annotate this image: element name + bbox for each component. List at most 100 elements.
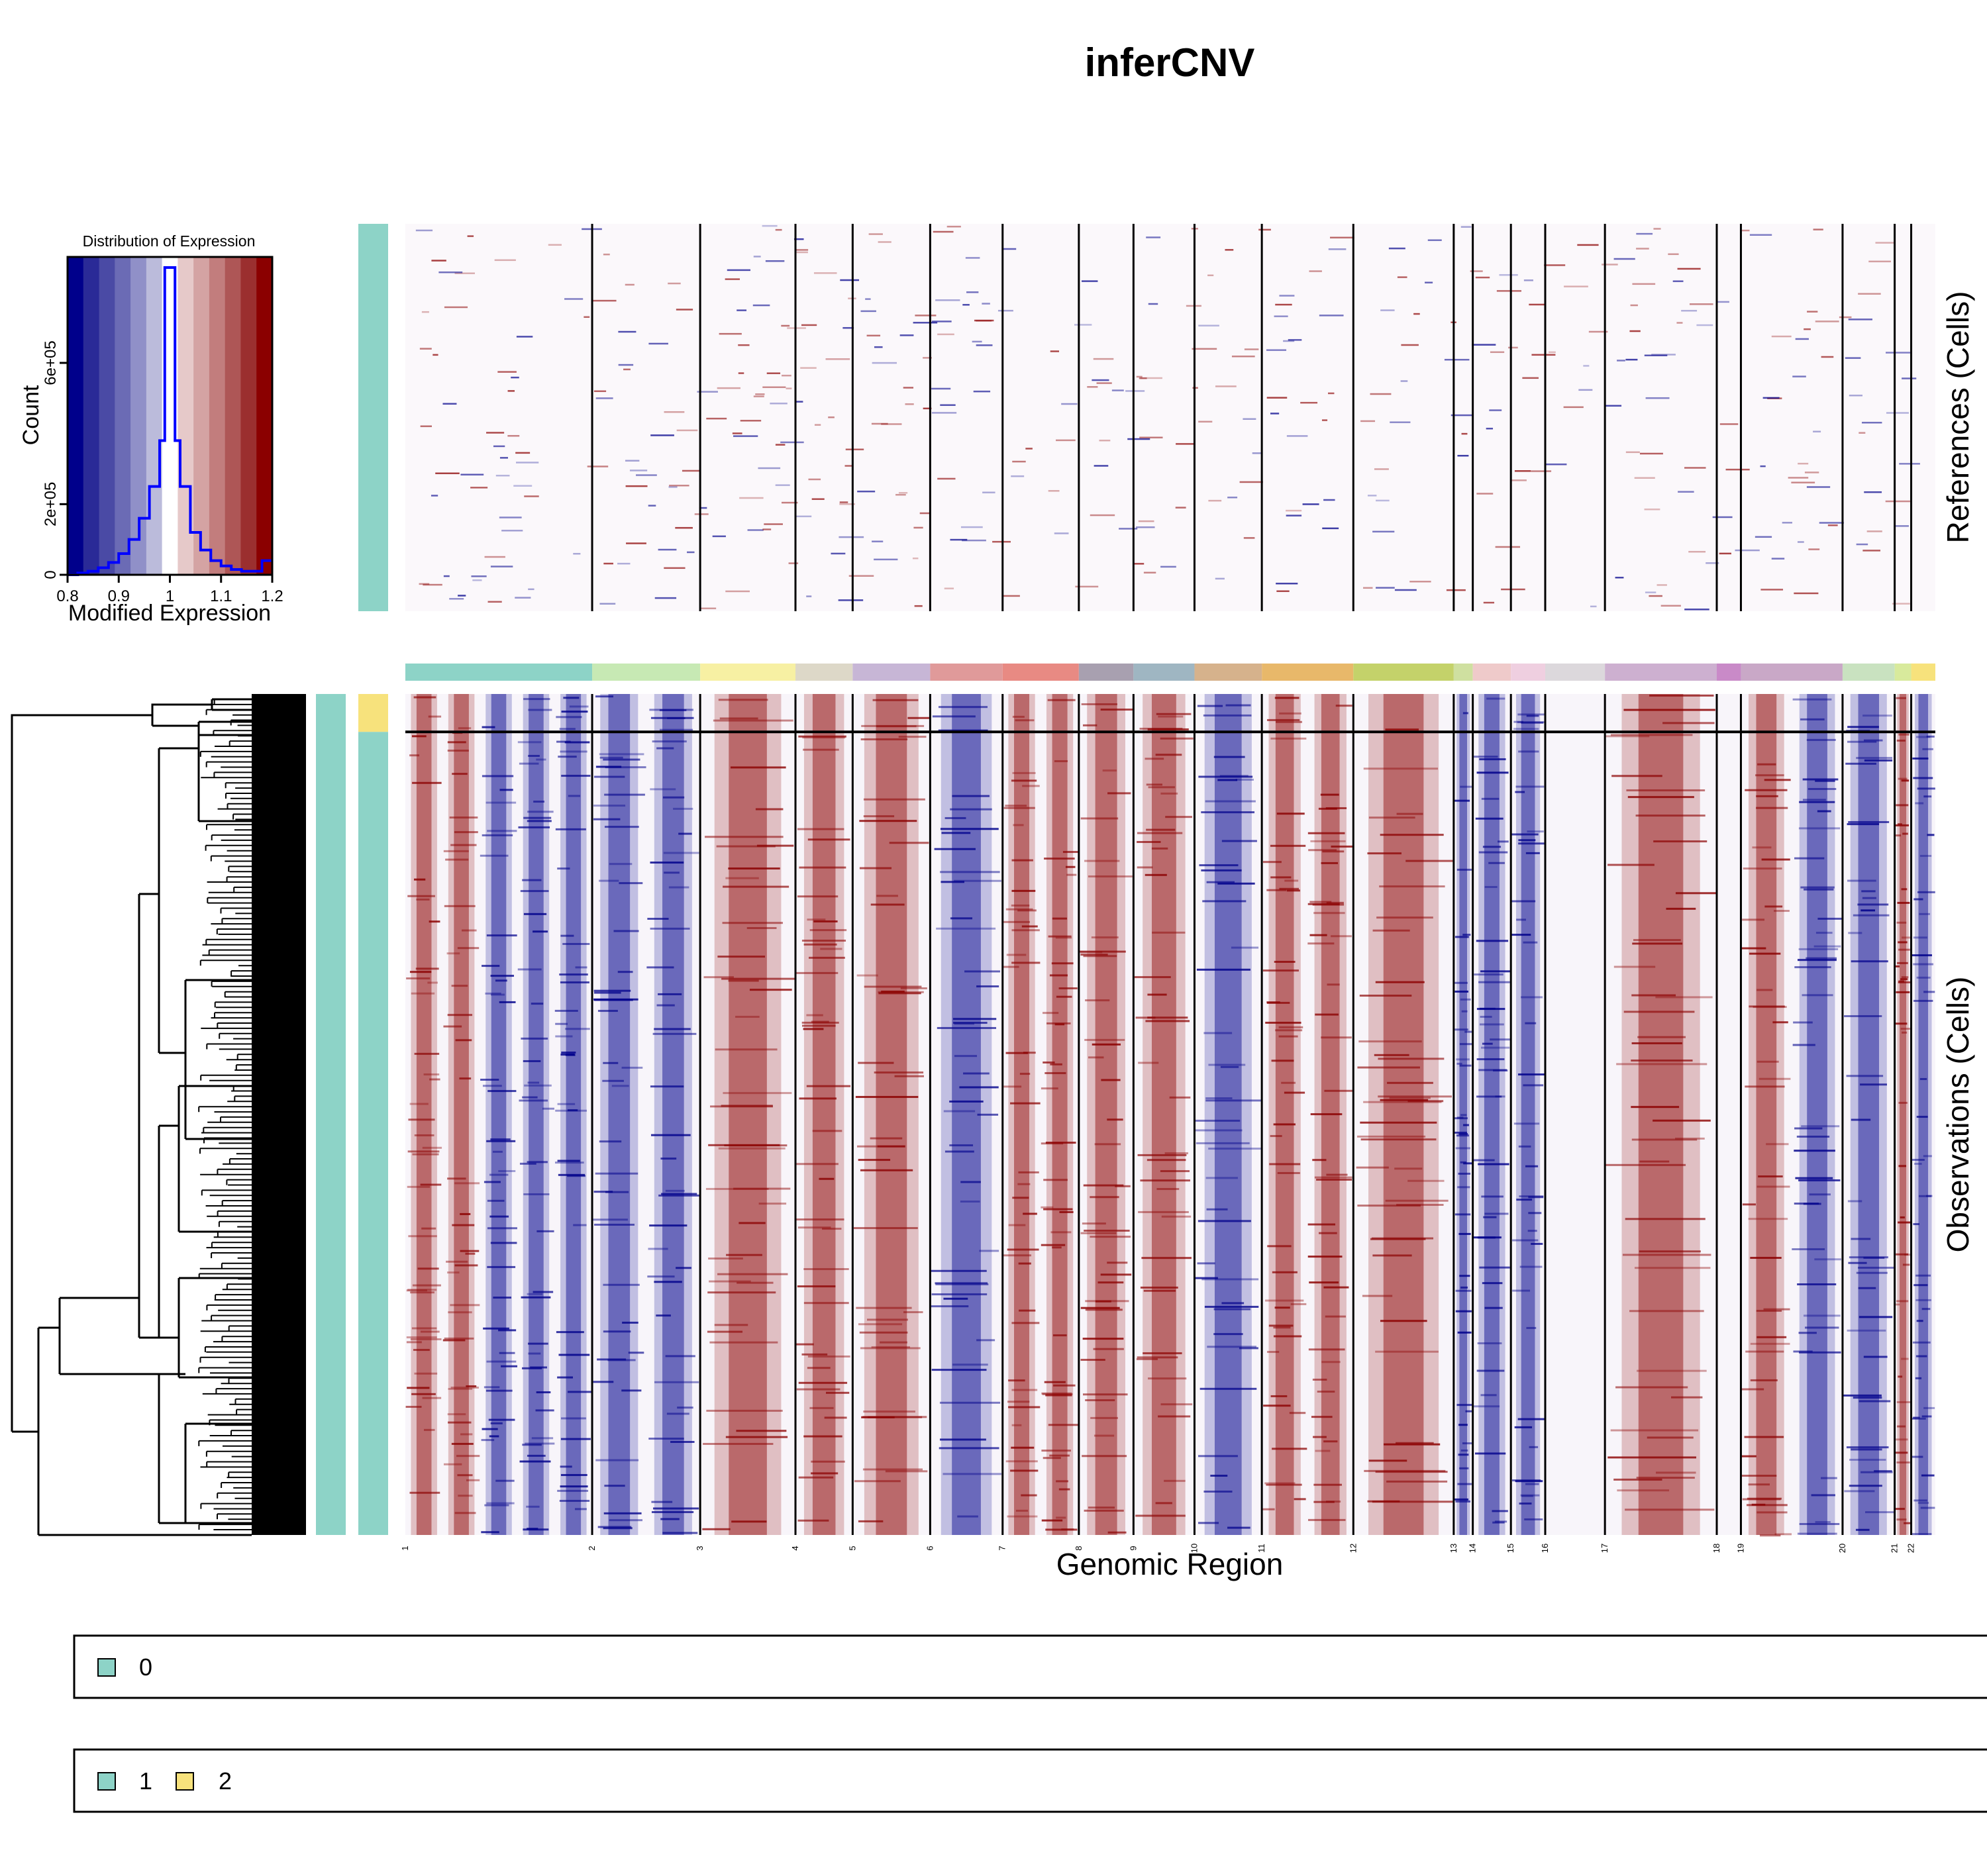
reference-noise-streak	[658, 548, 677, 551]
cnv-streak-chr1	[447, 1014, 473, 1016]
reference-noise-streak	[675, 526, 693, 529]
cnv-streak-chr2	[650, 927, 690, 930]
reference-noise-streak	[914, 605, 923, 607]
cnv-streak-chr20	[1853, 1397, 1882, 1399]
reference-noise-streak	[1689, 303, 1713, 305]
cnv-streak-chr13	[1457, 1483, 1472, 1485]
chromosome-label-10: 10	[1189, 1544, 1199, 1553]
cnv-streak-chr15	[1521, 721, 1544, 724]
cnv-streak-chr1	[447, 1271, 460, 1274]
cnv-streak-chr1	[406, 1336, 437, 1339]
cnv-streak-chr19	[1760, 1534, 1781, 1537]
cnv-streak-chr10	[1205, 1097, 1233, 1100]
cnv-streak-chr4	[813, 920, 838, 922]
reference-noise-streak	[1388, 247, 1405, 250]
cnv-streak-chr13	[1460, 785, 1472, 788]
reference-noise-streak	[828, 416, 835, 419]
cnv-streak-chr19	[1794, 966, 1831, 969]
cnv-streak-chr12	[1378, 1058, 1445, 1060]
cnv-streak-chr3	[708, 1258, 743, 1260]
cnv-streak-chr3	[725, 1436, 788, 1438]
cnv-streak-chr5	[903, 1311, 923, 1314]
reference-noise-streak	[1815, 321, 1839, 322]
reference-noise-streak	[1192, 348, 1217, 350]
reference-noise-streak	[1749, 234, 1772, 236]
cnv-streak-chr17	[1626, 789, 1706, 792]
cnv-streak-chr7	[1066, 873, 1077, 876]
cnv-streak-chr2	[595, 1459, 639, 1461]
reference-noise-streak	[599, 603, 616, 605]
x-tick-label: 1.1	[210, 587, 232, 605]
cnv-streak-chr2	[607, 1359, 636, 1361]
cnv-streak-chr2	[594, 775, 625, 778]
reference-noise-streak	[1892, 603, 1910, 605]
cnv-streak-chr20	[1856, 757, 1892, 760]
cnv-streak-chr20	[1846, 1446, 1889, 1449]
cnv-streak-chr4	[807, 918, 826, 921]
cnv-streak-chr7	[1008, 1406, 1041, 1408]
cnv-streak-chr4	[812, 1130, 842, 1132]
reference-noise-streak	[1136, 526, 1155, 528]
cnv-streak-chr11	[1308, 1348, 1345, 1351]
reference-noise-streak	[435, 472, 460, 475]
cnv-streak-chr3	[706, 1409, 783, 1412]
reference-noise-streak	[1625, 358, 1638, 361]
cnv-streak-chr14	[1481, 797, 1500, 800]
cnv-streak-chr7	[1003, 920, 1030, 923]
cnv-streak-chr4	[796, 971, 839, 974]
cnv-band-chr19	[1799, 694, 1835, 1535]
cnv-streak-chr1	[406, 977, 431, 980]
cnv-streak-chr11	[1308, 1518, 1346, 1521]
cnv-streak-chr5	[872, 699, 919, 701]
cnv-streak-chr21	[1898, 733, 1910, 736]
chromosome-label-16: 16	[1540, 1544, 1550, 1553]
reference-noise-streak	[844, 465, 852, 467]
cnv-streak-chr8	[1084, 1509, 1124, 1512]
reference-noise-streak	[511, 376, 519, 379]
cnv-core-chr2	[608, 694, 631, 1535]
cnv-streak-chr13	[1457, 1331, 1472, 1334]
reference-noise-streak	[1807, 311, 1818, 313]
cnv-streak-chr1	[482, 1085, 502, 1087]
cnv-streak-chr15	[1515, 785, 1545, 788]
reference-noise-streak	[1719, 423, 1739, 425]
cnv-streak-chr14	[1473, 1405, 1500, 1408]
reference-noise-streak	[1302, 503, 1319, 505]
cnv-streak-chr1	[561, 1417, 586, 1420]
cnv-streak-chr1	[454, 1264, 478, 1267]
cnv-streak-chr13	[1456, 1404, 1472, 1407]
cnv-streak-chr17	[1610, 1429, 1699, 1432]
chromosome-label-12: 12	[1348, 1544, 1358, 1553]
reference-noise-streak	[454, 272, 475, 274]
cnv-streak-chr1	[526, 1505, 540, 1508]
cnv-streak-chr2	[599, 753, 644, 756]
cnv-streak-chr1	[556, 716, 582, 718]
cnv-streak-chr1	[484, 1504, 509, 1506]
cnv-streak-chr11	[1284, 879, 1299, 882]
cnv-streak-chr1	[423, 1428, 435, 1431]
cnv-core-chr10	[1214, 694, 1242, 1535]
cnv-streak-chr2	[597, 1526, 632, 1528]
cnv-streak-chr19	[1796, 1135, 1830, 1138]
cnv-streak-chr1	[446, 952, 460, 955]
cnv-streak-chr10	[1199, 1387, 1257, 1390]
cnv-streak-chr12	[1386, 1480, 1448, 1483]
reference-noise-streak	[775, 228, 782, 231]
cnv-streak-chr11	[1266, 1483, 1302, 1486]
cnv-streak-chr3	[709, 1341, 778, 1344]
cnv-streak-chr1	[527, 1081, 540, 1084]
x-tick-label: 0.9	[108, 587, 130, 605]
reference-noise-streak	[1266, 349, 1287, 351]
cnv-streak-chr11	[1307, 832, 1345, 834]
y-tick-label: 0	[42, 570, 60, 579]
chromosome-label-7: 7	[997, 1546, 1007, 1550]
cnv-streak-chr19	[1757, 1336, 1787, 1338]
cnv-streak-chr4	[822, 1228, 842, 1230]
cnv-streak-chr14	[1476, 1058, 1505, 1061]
reference-noise-streak	[719, 332, 742, 335]
cnv-streak-chr2	[603, 1527, 633, 1530]
reference-noise-streak	[618, 330, 637, 333]
cnv-streak-chr2	[593, 1381, 614, 1383]
observations-y-label: Observations (Cells)	[1941, 977, 1975, 1253]
cnv-streak-chr1	[450, 1304, 480, 1307]
